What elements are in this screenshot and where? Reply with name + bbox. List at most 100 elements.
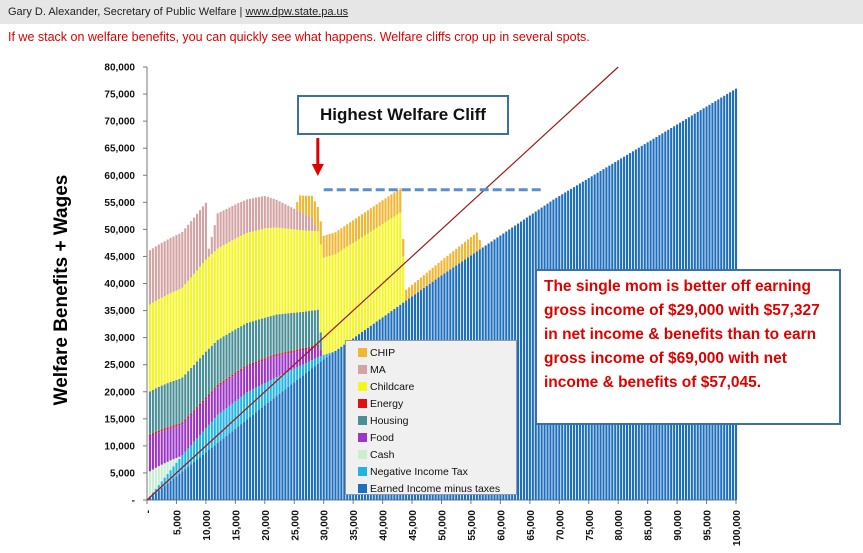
bar-ma bbox=[163, 241, 166, 297]
bar-negative-income-tax bbox=[299, 365, 302, 378]
bar-childcare bbox=[178, 289, 181, 379]
bar-negative-income-tax bbox=[275, 377, 278, 397]
bar-energy bbox=[290, 350, 293, 353]
bar-housing bbox=[284, 313, 287, 353]
bar-chip bbox=[357, 216, 361, 240]
bar-childcare bbox=[216, 248, 219, 341]
bar-earned-income bbox=[193, 461, 196, 500]
bar-chip bbox=[416, 279, 420, 293]
bar-energy bbox=[148, 434, 152, 437]
bar-negative-income-tax bbox=[293, 368, 296, 383]
bar-childcare bbox=[328, 255, 331, 353]
bar-negative-income-tax bbox=[228, 405, 231, 434]
bar-childcare bbox=[169, 293, 172, 382]
bar-earned-income bbox=[310, 368, 313, 500]
x-tick-label: 80,000 bbox=[614, 510, 625, 541]
bar-housing bbox=[181, 377, 184, 423]
bar-negative-income-tax bbox=[207, 424, 210, 451]
bar-housing bbox=[296, 312, 299, 350]
bar-childcare bbox=[234, 238, 237, 330]
bar-chip bbox=[343, 226, 346, 249]
bar-earned-income bbox=[343, 344, 346, 500]
bar-food bbox=[225, 380, 228, 409]
bar-chip bbox=[458, 246, 461, 264]
bar-food bbox=[251, 364, 255, 390]
bar-housing bbox=[237, 327, 240, 371]
bar-food bbox=[272, 356, 275, 379]
bar-negative-income-tax bbox=[190, 445, 193, 465]
bar-childcare bbox=[313, 231, 316, 311]
bar-childcare bbox=[399, 212, 402, 305]
x-tick-label: 40,000 bbox=[379, 510, 390, 541]
bar-housing bbox=[225, 334, 228, 379]
bar-chip bbox=[431, 267, 434, 282]
bar-ma bbox=[263, 195, 266, 229]
bar-housing bbox=[304, 311, 308, 348]
bar-earned-income bbox=[275, 396, 278, 500]
bar-childcare bbox=[213, 251, 216, 343]
bar-negative-income-tax bbox=[272, 378, 275, 399]
bar-chip bbox=[399, 188, 402, 213]
bar-earned-income bbox=[204, 452, 207, 500]
bar-earned-income bbox=[331, 352, 334, 500]
legend-swatch-ma bbox=[358, 365, 367, 374]
bar-chip bbox=[402, 239, 405, 257]
bar-earned-income bbox=[307, 370, 311, 500]
bar-chip bbox=[355, 218, 358, 242]
legend-swatch-childcare bbox=[358, 382, 367, 391]
bar-housing bbox=[251, 321, 255, 363]
bar-housing bbox=[272, 315, 275, 355]
bar-negative-income-tax bbox=[287, 371, 290, 387]
bar-food bbox=[281, 354, 284, 375]
bar-childcare bbox=[346, 246, 349, 343]
cliff-arrow-head bbox=[311, 164, 324, 176]
y-tick-label: 25,000 bbox=[104, 360, 135, 371]
bar-earned-income bbox=[260, 407, 263, 500]
bar-childcare bbox=[366, 233, 369, 328]
bar-cash bbox=[157, 466, 160, 486]
x-tick-label: 35,000 bbox=[349, 510, 360, 541]
bar-earned-income bbox=[219, 440, 222, 500]
legend-item-nit: Negative Income Tax bbox=[358, 463, 516, 480]
bar-housing bbox=[166, 383, 169, 428]
bar-housing bbox=[193, 364, 196, 411]
header-url-link[interactable]: www.dpw.state.pa.us bbox=[245, 6, 349, 18]
bar-housing bbox=[169, 381, 172, 427]
bar-energy bbox=[210, 391, 213, 393]
x-tick-label: 15,000 bbox=[231, 510, 242, 541]
bar-ma bbox=[254, 197, 258, 231]
bar-chip bbox=[387, 196, 390, 221]
bar-earned-income bbox=[525, 217, 528, 500]
bar-negative-income-tax bbox=[163, 477, 166, 486]
bar-energy bbox=[243, 367, 246, 369]
bar-chip bbox=[393, 192, 396, 217]
bar-childcare bbox=[148, 304, 152, 392]
bar-earned-income bbox=[293, 382, 296, 500]
bar-earned-income bbox=[281, 391, 284, 500]
bar-housing bbox=[160, 385, 163, 430]
bar-food bbox=[293, 351, 296, 369]
legend-label-nit: Negative Income Tax bbox=[370, 465, 468, 478]
bar-earned-income bbox=[216, 442, 219, 500]
bar-earned-income bbox=[190, 464, 193, 500]
bar-chip bbox=[455, 248, 458, 266]
bar-food bbox=[243, 368, 246, 395]
bar-food bbox=[163, 430, 166, 464]
bar-earned-income bbox=[251, 414, 255, 500]
bar-childcare bbox=[278, 227, 281, 315]
bar-earned-income bbox=[263, 405, 266, 500]
legend-label-cash: Cash bbox=[370, 448, 395, 461]
bar-food bbox=[198, 405, 202, 435]
bar-cash bbox=[169, 460, 172, 471]
bar-childcare bbox=[246, 232, 249, 323]
bar-food bbox=[193, 411, 196, 442]
bar-ma bbox=[181, 231, 184, 288]
bar-cash bbox=[178, 456, 181, 459]
bar-energy bbox=[249, 364, 252, 366]
bar-ma bbox=[166, 239, 169, 295]
bar-food bbox=[201, 402, 205, 432]
bar-housing bbox=[172, 380, 175, 426]
bar-childcare bbox=[254, 230, 258, 321]
y-tick-label: 80,000 bbox=[104, 63, 135, 74]
bar-chip bbox=[463, 241, 467, 260]
